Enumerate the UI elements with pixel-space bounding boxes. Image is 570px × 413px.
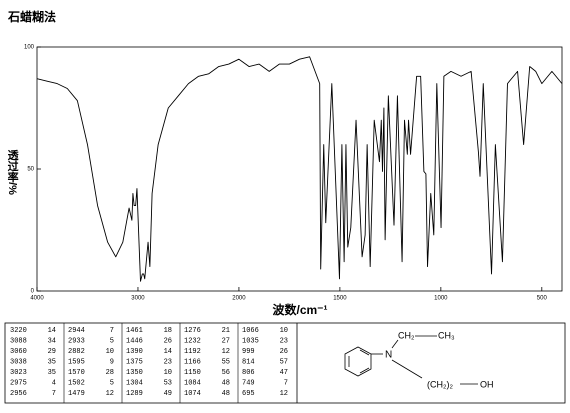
- wavenumber: 1502: [68, 379, 85, 387]
- transmittance: 21: [222, 327, 230, 335]
- wavenumber: 3220: [10, 327, 27, 335]
- transmittance: 14: [48, 327, 56, 335]
- atom-label: (CH₂)₂: [427, 379, 453, 389]
- wavenumber: 2933: [68, 337, 85, 345]
- transmittance: 26: [280, 348, 288, 356]
- x-tick-label: 4000: [30, 296, 44, 302]
- transmittance: 12: [280, 390, 288, 398]
- atom-label: CH₃: [438, 330, 455, 340]
- structure: [344, 335, 478, 385]
- transmittance: 23: [164, 358, 172, 366]
- transmittance: 7: [110, 327, 114, 335]
- wavenumber: 1304: [126, 379, 143, 387]
- wavenumber: 1084: [184, 379, 201, 387]
- transmittance: 48: [222, 390, 230, 398]
- spectrum-line: [36, 56, 563, 282]
- atom-label: OH: [480, 379, 494, 389]
- wavenumber: 1446: [126, 337, 143, 345]
- wavenumber: 1232: [184, 337, 201, 345]
- wavenumber: 1074: [184, 390, 201, 398]
- wavenumber: 1166: [184, 358, 201, 366]
- transmittance: 53: [164, 379, 172, 387]
- chart-title: 石蜡糊法: [7, 9, 56, 24]
- x-tick-label: 1000: [434, 296, 448, 302]
- transmittance: 7: [52, 390, 56, 398]
- transmittance: 35: [48, 358, 56, 366]
- x-tick-label: 500: [537, 296, 548, 302]
- wavenumber: 1570: [68, 369, 85, 377]
- transmittance: 47: [280, 369, 288, 377]
- ring-bond: [359, 367, 370, 374]
- wavenumber: 695: [242, 390, 255, 398]
- transmittance: 48: [222, 379, 230, 387]
- wavenumber: 806: [242, 369, 255, 377]
- wavenumber: 1192: [184, 348, 201, 356]
- transmittance: 12: [106, 390, 114, 398]
- transmittance: 10: [106, 348, 114, 356]
- transmittance: 12: [222, 348, 230, 356]
- wavenumber: 1289: [126, 390, 143, 398]
- wavenumber: 1461: [126, 327, 143, 335]
- transmittance: 7: [284, 379, 288, 387]
- transmittance: 35: [48, 369, 56, 377]
- transmittance: 5: [110, 337, 114, 345]
- wavenumber: 749: [242, 379, 255, 387]
- transmittance: 55: [222, 358, 230, 366]
- wavenumber: 3088: [10, 337, 27, 345]
- wavenumber: 1150: [184, 369, 201, 377]
- transmittance: 18: [164, 327, 172, 335]
- transmittance: 28: [106, 369, 114, 377]
- wavenumber: 1276: [184, 327, 201, 335]
- transmittance: 10: [164, 369, 172, 377]
- x-tick-label: 3000: [131, 296, 145, 302]
- y-tick-label: 100: [24, 45, 35, 51]
- transmittance: 57: [280, 358, 288, 366]
- x-tick-label: 1500: [333, 296, 347, 302]
- transmittance: 49: [164, 390, 172, 398]
- wavenumber: 3060: [10, 348, 27, 356]
- table-frame: [4, 322, 566, 404]
- wavenumber: 814: [242, 358, 255, 366]
- wavenumber: 1375: [126, 358, 143, 366]
- transmittance: 29: [48, 348, 56, 356]
- wavenumber: 1066: [242, 327, 259, 335]
- transmittance: 4: [52, 379, 56, 387]
- bond: [391, 359, 423, 379]
- wavenumber: 2956: [10, 390, 27, 398]
- transmittance: 27: [222, 337, 230, 345]
- x-axis-label: 波数/cm⁻¹: [272, 302, 327, 317]
- transmittance: 10: [280, 327, 288, 335]
- wavenumber: 1595: [68, 358, 85, 366]
- transmittance: 23: [280, 337, 288, 345]
- wavenumber: 2882: [68, 348, 85, 356]
- transmittance: 34: [48, 337, 56, 345]
- wavenumber: 1390: [126, 348, 143, 356]
- transmittance: 9: [110, 358, 114, 366]
- wavenumber: 3023: [10, 369, 27, 377]
- atom-label: N: [385, 350, 392, 361]
- transmittance: 26: [164, 337, 172, 345]
- wavenumber: 2944: [68, 327, 85, 335]
- benzene-ring: [344, 346, 372, 377]
- wavenumber: 1035: [242, 337, 259, 345]
- atom-label: CH₂: [398, 330, 415, 340]
- y-tick-label: 50: [27, 167, 34, 173]
- wavenumber: 3038: [10, 358, 27, 366]
- y-tick-label: 0: [31, 289, 35, 295]
- ring-bond: [359, 349, 370, 356]
- wavenumber: 2975: [10, 379, 27, 387]
- transmittance: 56: [222, 369, 230, 377]
- bond: [391, 339, 399, 349]
- wavenumber: 999: [242, 348, 255, 356]
- transmittance: 14: [164, 348, 172, 356]
- wavenumber: 1479: [68, 390, 85, 398]
- x-tick-label: 2000: [232, 296, 246, 302]
- transmittance: 5: [110, 379, 114, 387]
- y-axis-label: 透过率/%: [6, 149, 19, 195]
- wavenumber: 1350: [126, 369, 143, 377]
